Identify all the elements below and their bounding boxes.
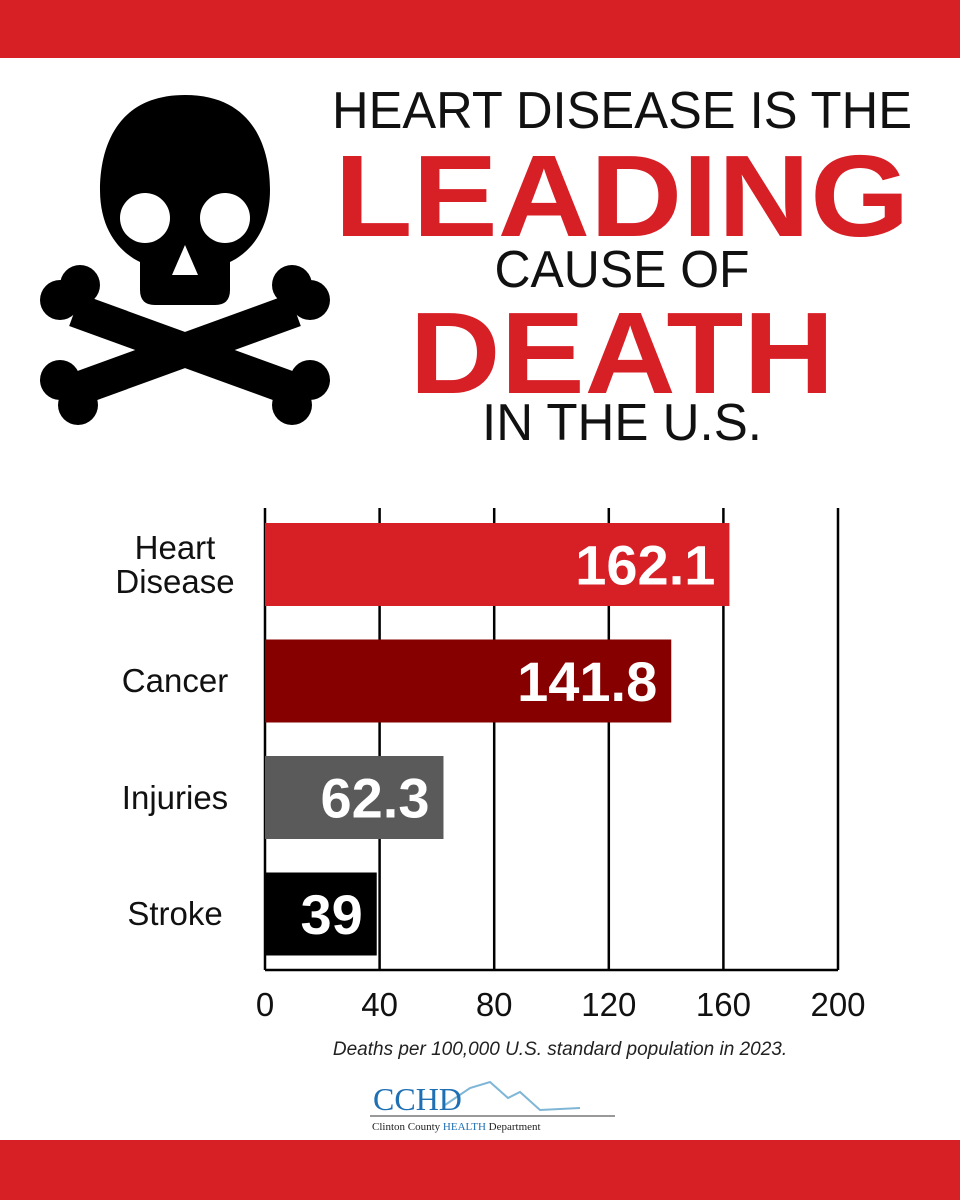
category-label: Heart Disease [115, 528, 235, 600]
x-tick-label: 160 [696, 986, 751, 1023]
category-label: Stroke [127, 895, 223, 932]
chart: 0 40 80 120 160 200 162.1 141.8 62.3 39 [256, 508, 866, 1023]
bar [265, 872, 377, 956]
value-label: 141.8 [517, 650, 657, 713]
headline-emphasis: LEADING [335, 131, 910, 261]
bar [265, 639, 672, 723]
logo-name-part: HEALTH [443, 1121, 486, 1133]
x-tick-label: 200 [810, 986, 865, 1023]
logo-name: Clinton County HEALTH Department [372, 1121, 541, 1133]
value-label: 162.1 [575, 534, 715, 597]
logo-abbr: CCHD [373, 1081, 462, 1117]
bar [265, 756, 444, 839]
bottom-band [0, 1140, 960, 1200]
category-label: Cancer [121, 662, 229, 699]
headline-line: HEART DISEASE IS THE [332, 82, 912, 140]
caption: Deaths per 100,000 U.S. standard populat… [333, 1039, 787, 1060]
logo: CCHD Clinton County HEALTH Department [370, 1080, 615, 1133]
logo-name-part: Department [489, 1121, 541, 1133]
x-tick-label: 80 [476, 986, 513, 1023]
value-label: 62.3 [320, 767, 429, 830]
headline-line: IN THE U.S. [482, 394, 762, 452]
value-label: 39 [300, 883, 362, 946]
category-label: Injuries [121, 778, 229, 816]
headline-line: CAUSE OF [495, 241, 750, 299]
x-tick-label: 0 [256, 986, 274, 1023]
headline-emphasis: DEATH [410, 288, 835, 418]
top-band [0, 0, 960, 58]
x-tick-label: 120 [581, 986, 636, 1023]
bar [265, 523, 730, 606]
logo-name-part: Clinton County [372, 1121, 441, 1133]
skull-icon [40, 95, 330, 425]
x-tick-label: 40 [361, 986, 398, 1023]
logo-mountains [444, 1080, 581, 1112]
